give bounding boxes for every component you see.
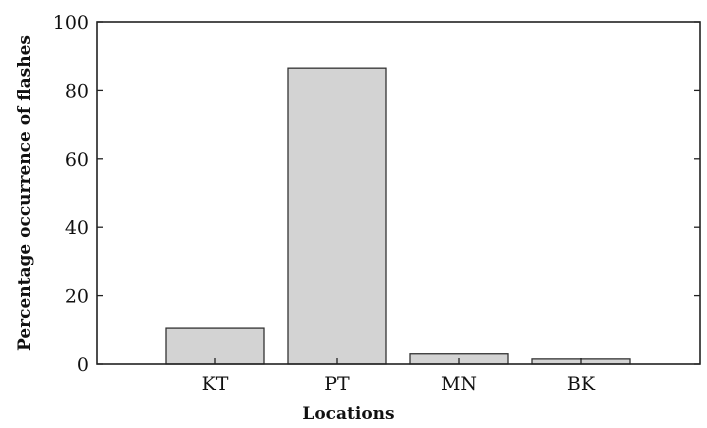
y-tick-label-40: 40 [65, 217, 89, 239]
y-tick-label-100: 100 [53, 12, 89, 34]
y-axis-label: Percentage occurrence of flashes [15, 35, 35, 351]
y-tick-label-0: 0 [77, 354, 89, 376]
bars-layer [165, 67, 631, 365]
y-tick-label-80: 80 [65, 80, 89, 102]
x-axis-label: Locations [302, 404, 394, 424]
ticks-layer: KT PT MN BK 0 20 40 60 80 100 [53, 12, 700, 395]
y-tick-label-20: 20 [65, 286, 89, 308]
x-tick-label-bk: BK [567, 373, 596, 395]
plot-frame [96, 21, 701, 365]
x-tick-label-mn: MN [441, 373, 477, 395]
y-tick-label-60: 60 [65, 149, 89, 171]
bar-pt [287, 67, 387, 365]
x-tick-label-pt: PT [324, 373, 350, 395]
x-tick-label-kt: KT [202, 373, 229, 395]
